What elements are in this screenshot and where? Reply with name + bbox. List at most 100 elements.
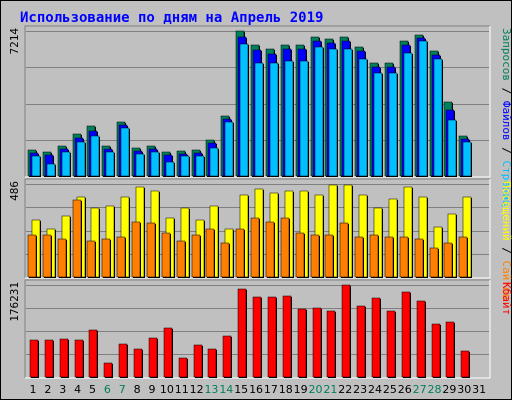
day-label: 17 — [264, 383, 278, 396]
bar-bottom-day-25 — [386, 310, 396, 378]
day-label: 14 — [219, 383, 233, 396]
day-label: 25 — [383, 383, 397, 396]
day-label: 18 — [279, 383, 293, 396]
bar-bottom-day-8 — [133, 348, 143, 378]
day-labels: 1 2 3 4 5 6 7 8 9 10 11 12 13 14 15 16 17 18 19 20 21 22 23 24 2… — [30, 383, 487, 396]
day-label: 7 — [119, 383, 126, 396]
panel-border-dark — [24, 25, 490, 177]
bar-middle-day-26 — [399, 236, 409, 278]
day-label: 2 — [44, 383, 51, 396]
day-label: 10 — [160, 383, 174, 396]
bar-middle-day-30 — [458, 236, 468, 278]
vertical-legend: Кбайт — [500, 282, 512, 315]
legend-item: / — [500, 141, 512, 161]
day-label: 5 — [89, 383, 96, 396]
bar-bottom-day-7 — [118, 343, 128, 378]
legend-item: Кбайт — [500, 282, 512, 315]
bar-bottom-day-19 — [297, 308, 307, 378]
panel-border-dark — [24, 279, 490, 378]
bar-top-day-30 — [462, 141, 472, 177]
bar-middle-day-11 — [176, 240, 186, 278]
day-label: 20 — [309, 383, 323, 396]
bar-bottom-day-24 — [371, 297, 381, 378]
bar-bottom-day-13 — [207, 348, 217, 378]
bar-top-day-4 — [76, 141, 86, 177]
bar-top-day-19 — [299, 60, 309, 177]
bar-bottom-day-22 — [341, 284, 351, 378]
bar-top-day-8 — [135, 153, 145, 177]
day-label: 31 — [472, 383, 486, 396]
day-label: 15 — [234, 383, 248, 396]
bar-bottom-day-9 — [148, 337, 158, 378]
bar-top-day-10 — [165, 161, 175, 177]
panel-border-dark — [24, 178, 490, 278]
panel-middle: 486 Посещений / Сайтов — [8, 178, 512, 300]
bar-middle-day-16 — [250, 217, 260, 278]
bar-top-day-7 — [120, 127, 130, 177]
day-label: 24 — [368, 383, 382, 396]
bar-middle-day-28 — [429, 247, 439, 278]
legend-item: Страниц — [500, 160, 512, 206]
bar-top-day-23 — [358, 58, 368, 177]
vertical-legend: Посещений / Сайтов — [500, 181, 512, 300]
bar-bottom-day-30 — [460, 350, 470, 378]
bar-middle-day-29 — [443, 242, 453, 278]
bar-top-day-1 — [31, 155, 41, 177]
legend-item: / — [500, 81, 512, 101]
bar-bottom-day-11 — [178, 357, 188, 378]
bar-top-day-11 — [180, 155, 190, 177]
bar-middle-day-9 — [146, 222, 156, 278]
max-value-label: 176231 — [8, 282, 21, 322]
day-label: 4 — [74, 383, 81, 396]
bar-bottom-day-10 — [163, 327, 173, 378]
bar-middle-day-3 — [57, 238, 67, 278]
bar-middle-day-17 — [265, 221, 275, 278]
bar-top-day-6 — [105, 151, 115, 177]
day-label: 11 — [175, 383, 189, 396]
bar-bottom-day-20 — [312, 307, 322, 378]
max-value-label: 486 — [8, 181, 21, 201]
legend-item: / — [500, 241, 512, 261]
bar-bottom-day-17 — [267, 296, 277, 378]
bar-top-day-26 — [403, 52, 413, 177]
day-label: 22 — [338, 383, 352, 396]
day-label: 9 — [148, 383, 155, 396]
bar-top-day-27 — [418, 40, 428, 177]
day-label: 30 — [457, 383, 471, 396]
bar-top-day-21 — [328, 48, 338, 177]
bar-bottom-day-16 — [252, 296, 262, 378]
day-label: 21 — [323, 383, 337, 396]
bar-top-day-24 — [373, 72, 383, 177]
bar-top-day-5 — [90, 135, 100, 177]
panel-bottom: 176231 Кбайт — [8, 279, 512, 379]
bar-middle-day-8 — [131, 221, 141, 278]
bar-middle-day-4 — [72, 199, 82, 278]
bar-middle-day-1 — [27, 234, 37, 278]
bar-bottom-day-18 — [282, 295, 292, 378]
bar-middle-day-10 — [161, 232, 171, 278]
bar-middle-day-19 — [295, 232, 305, 278]
bar-bottom-day-27 — [416, 300, 426, 378]
day-label: 16 — [249, 383, 263, 396]
bar-top-day-12 — [195, 155, 205, 177]
bar-middle-day-14 — [220, 242, 230, 278]
bar-bottom-day-26 — [401, 291, 411, 378]
legend-item: Файлов — [500, 101, 512, 141]
bar-middle-day-20 — [310, 234, 320, 278]
day-label: 8 — [134, 383, 141, 396]
bar-middle-day-24 — [369, 234, 379, 278]
legend-item: Запросов — [500, 28, 512, 81]
bar-middle-day-21 — [324, 234, 334, 278]
legend-item: Сайтов — [500, 260, 512, 300]
day-label: 13 — [204, 383, 218, 396]
day-label: 29 — [442, 383, 456, 396]
bar-top-day-3 — [61, 151, 71, 177]
bar-bottom-day-6 — [103, 362, 113, 378]
bar-middle-day-6 — [101, 238, 111, 278]
bar-middle-day-27 — [414, 238, 424, 278]
bar-middle-day-12 — [191, 234, 201, 278]
bar-top-day-17 — [269, 62, 279, 177]
bar-top-day-20 — [314, 46, 324, 177]
